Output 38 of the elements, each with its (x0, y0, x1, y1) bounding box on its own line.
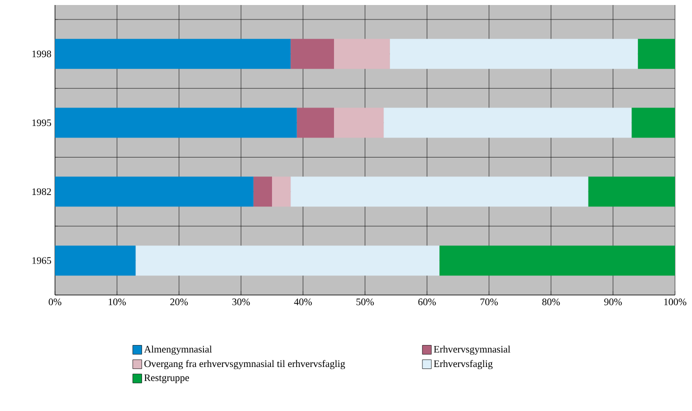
bar (334, 38, 390, 69)
bar (439, 246, 676, 276)
bar (588, 176, 676, 207)
legend-label: Almengymnasial (144, 346, 212, 355)
y-tick-label: 1982 (32, 188, 51, 196)
legend-label: Erhvervsgymnasial (434, 346, 510, 355)
legend-label: Erhvervsfaglig (434, 360, 493, 370)
x-tick-label: 10% (108, 298, 126, 306)
x-tick-label: 30% (232, 298, 250, 306)
legend-label: Restgruppe (144, 374, 190, 384)
bar (384, 108, 632, 138)
y-tick-label: 1965 (32, 257, 52, 264)
bar (290, 38, 334, 69)
bar (334, 108, 384, 138)
bar (632, 108, 676, 138)
x-tick-label: 0% (48, 298, 62, 306)
x-tick-label: 80% (542, 298, 560, 306)
x-tick-label: 90% (604, 298, 622, 306)
x-tick-label: 70% (480, 298, 498, 306)
x-tick-label: 100% (664, 298, 686, 306)
bar (296, 108, 334, 138)
y-tick-label: 1998 (32, 50, 52, 58)
bar (390, 38, 638, 69)
x-tick-label: 40% (294, 298, 312, 306)
y-tick-label: 1995 (32, 119, 52, 126)
legend-label: Overgang fra erhvervsgymnasial til erhvervsfaglig (144, 360, 346, 370)
bar (638, 38, 676, 69)
bar (290, 176, 588, 207)
bar (272, 176, 291, 207)
bar (55, 108, 297, 138)
bar (55, 176, 254, 207)
x-tick-label: 20% (170, 298, 188, 306)
bar (136, 246, 440, 276)
bar (55, 246, 136, 276)
x-tick-label: 50% (356, 298, 374, 306)
bar (55, 38, 291, 69)
x-tick-label: 60% (418, 298, 436, 306)
bar (253, 176, 272, 207)
